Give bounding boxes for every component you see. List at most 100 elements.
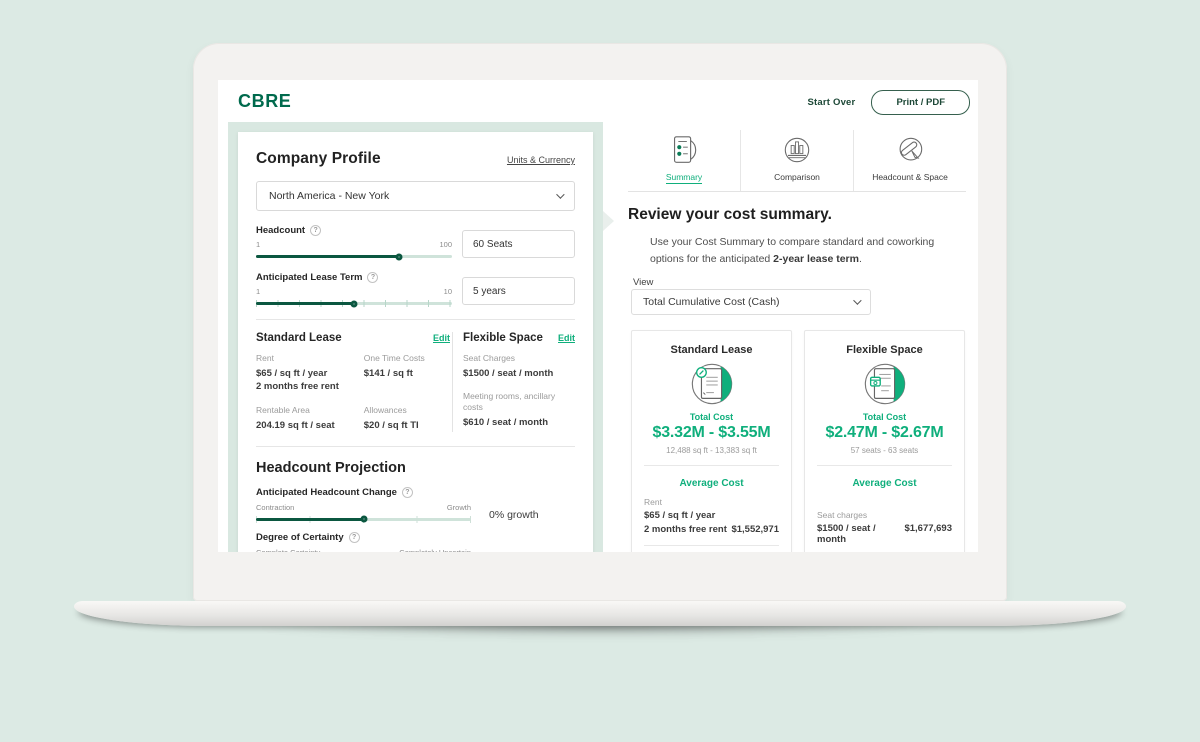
- headcount-projection-title: Headcount Projection: [256, 459, 406, 476]
- flexible-space-title: Flexible Space: [463, 332, 543, 344]
- lease-term-slider-thumb[interactable]: [350, 300, 358, 307]
- lease-term-slider-fill: [256, 302, 354, 305]
- field-rent: Rent $65 / sq ft / year 2 months free re…: [256, 353, 339, 393]
- divider: [256, 319, 575, 320]
- lease-document-icon: [632, 361, 791, 407]
- total-cost-value: $2.47M - $2.67M: [825, 424, 944, 441]
- card-title: Flexible Space: [846, 344, 923, 356]
- help-icon[interactable]: ?: [348, 531, 360, 543]
- standard-lease-card: Standard Lease: [631, 330, 792, 552]
- help-icon[interactable]: ?: [367, 272, 379, 283]
- field-one-time-costs: One Time Costs $141 / sq ft: [363, 353, 425, 380]
- average-cost-item: Rent $65 / sq ft / year 2 months free re…: [644, 497, 779, 535]
- total-cost-label: Total Cost: [689, 412, 734, 422]
- standard-lease-edit-link[interactable]: Edit: [433, 333, 450, 343]
- headcount-min-label: 1: [256, 240, 261, 249]
- units-currency-link[interactable]: Units & Currency: [506, 155, 575, 165]
- flex-document-icon: [805, 361, 964, 407]
- view-label: View: [633, 277, 654, 288]
- tab-comparison[interactable]: Comparison: [740, 130, 853, 191]
- headcount-max-label: 100: [439, 240, 452, 249]
- certainty-label: Degree of Certainty: [256, 531, 344, 543]
- view-select-value: Total Cumulative Cost (Cash): [643, 296, 780, 308]
- help-icon[interactable]: ?: [310, 225, 322, 236]
- headcount-value-field[interactable]: 60 Seats: [462, 230, 575, 258]
- item-amount: $1,677,693: [904, 523, 952, 534]
- headcount-slider-fill: [256, 255, 400, 258]
- headcount-change-slider-fill: [256, 517, 364, 521]
- header-actions: Start Over Print / PDF: [807, 90, 970, 115]
- headcount-change-value: 0% growth: [489, 508, 539, 521]
- summary-description: Use your Cost Summary to compare standar…: [650, 234, 948, 269]
- laptop-base: [74, 601, 1126, 626]
- lease-term-label: Anticipated Lease Term: [256, 272, 363, 283]
- lease-term-slider[interactable]: [256, 300, 452, 307]
- headcount-space-icon: [892, 132, 928, 168]
- tab-summary[interactable]: Summary: [628, 130, 740, 191]
- summary-tabs: Summary Comparison: [628, 130, 966, 192]
- average-cost-item: Seat charges $1500 / seat / month $1,677…: [817, 510, 952, 545]
- chevron-down-icon: [853, 296, 862, 305]
- lease-term-max-label: 10: [443, 287, 452, 296]
- comparison-chart-icon: [779, 132, 815, 168]
- average-cost-label: Average Cost: [679, 478, 744, 489]
- complete-certainty-label: Complete Certainty: [256, 548, 320, 552]
- field-meeting-rooms: Meeting rooms, ancillary costs $610 / se…: [463, 391, 556, 429]
- field-rentable-area: Rentable Area 204.19 sq ft / seat: [256, 404, 335, 431]
- divider: [817, 465, 952, 466]
- help-icon[interactable]: ?: [401, 486, 413, 498]
- tab-comparison-label: Comparison: [774, 172, 820, 182]
- summary-description-text: Use your Cost Summary to compare standar…: [650, 236, 935, 266]
- standard-lease-title: Standard Lease: [256, 332, 342, 344]
- total-cost-range: 12,488 sq ft - 13,383 sq ft: [666, 446, 757, 455]
- total-cost-value: $3.32M - $3.55M: [652, 424, 771, 441]
- tab-headcount-space[interactable]: Headcount & Space: [853, 130, 966, 191]
- divider: [452, 332, 453, 432]
- company-profile-card: Company Profile Units & Currency North A…: [238, 132, 593, 552]
- summary-heading: Review your cost summary.: [628, 206, 832, 223]
- region-select-value: North America - New York: [269, 190, 390, 202]
- completely-uncertain-label: Completely Uncertain: [399, 548, 471, 552]
- flexible-space-edit-link[interactable]: Edit: [558, 333, 575, 343]
- tab-headcount-space-label: Headcount & Space: [872, 172, 948, 182]
- divider: [256, 445, 575, 447]
- total-cost-label: Total Cost: [862, 412, 907, 422]
- company-profile-title: Company Profile: [256, 150, 381, 167]
- headcount-slider[interactable]: [256, 253, 452, 260]
- field-allowances: Allowances $20 / sq ft TI: [363, 404, 419, 431]
- chevron-down-icon: [556, 190, 565, 199]
- divider: [644, 545, 779, 546]
- summary-description-bold: 2-year lease term: [773, 253, 859, 266]
- average-cost-label: Average Cost: [852, 478, 917, 489]
- summary-description-period: .: [858, 253, 862, 266]
- headcount-change-label: Anticipated Headcount Change: [256, 486, 397, 498]
- view-select[interactable]: Total Cumulative Cost (Cash): [631, 289, 871, 315]
- item-amount: $1,552,971: [731, 524, 779, 535]
- tab-summary-label: Summary: [665, 172, 703, 184]
- total-cost-range: 57 seats - 63 seats: [850, 446, 919, 455]
- lease-term-min-label: 1: [256, 287, 261, 296]
- card-title: Standard Lease: [670, 344, 753, 356]
- lease-options-section: Standard Lease Edit Rent $65 / sq ft / y…: [256, 332, 575, 432]
- contraction-label: Contraction: [256, 502, 295, 512]
- headcount-change-control: Anticipated Headcount Change ? Contracti…: [256, 486, 575, 523]
- headcount-slider-thumb[interactable]: [395, 253, 403, 260]
- lease-term-value-field[interactable]: 5 years: [462, 277, 575, 305]
- region-select[interactable]: North America - New York: [256, 181, 575, 211]
- headcount-change-slider[interactable]: [256, 515, 471, 523]
- print-pdf-button[interactable]: Print / PDF: [871, 90, 970, 115]
- panel-pointer-arrow: [603, 211, 614, 231]
- cost-cards: Standard Lease: [631, 330, 965, 552]
- certainty-control: Degree of Certainty ? Complete Certainty…: [256, 531, 575, 552]
- growth-label: Growth: [446, 502, 471, 512]
- summary-doc-icon: [665, 132, 703, 168]
- cbre-logo: CBRE: [238, 91, 292, 111]
- lease-term-control: Anticipated Lease Term ? 1 10 5 years: [256, 272, 575, 307]
- start-over-link[interactable]: Start Over: [807, 97, 856, 108]
- app-screen: CBRE Start Over Print / PDF Company Prof…: [218, 80, 978, 552]
- headcount-change-slider-thumb[interactable]: [360, 515, 367, 523]
- headcount-label: Headcount: [256, 225, 306, 236]
- field-seat-charges: Seat Charges $1500 / seat / month: [463, 353, 554, 380]
- flexible-space-card: Flexible Space: [804, 330, 965, 552]
